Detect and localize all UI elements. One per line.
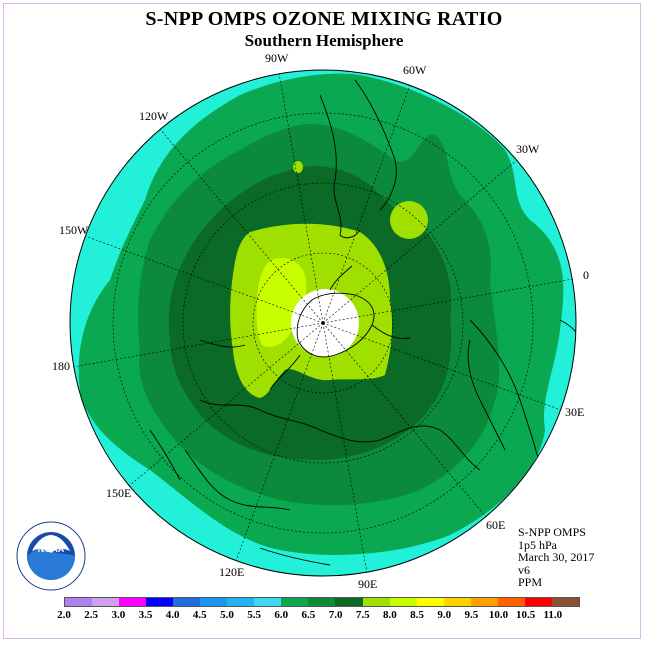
lon-label-90w: 90W: [265, 51, 289, 65]
logo-text: NOAA: [38, 544, 65, 554]
colorbar-tick-label: 10.0: [488, 609, 509, 621]
band-7-5-8-0-patch: [390, 201, 428, 239]
graticule: [112, 112, 534, 534]
lon-label-60w: 60W: [403, 63, 427, 77]
colorbar-tick-label: 4.5: [192, 609, 207, 621]
colorbar-swatch: [416, 598, 444, 606]
lon-label-30w: 30W: [516, 142, 540, 156]
info-block: S-NPP OMPS 1p5 hPa March 30, 2017 v6 PPM: [518, 526, 594, 589]
lon-label-150w: 150W: [59, 223, 89, 237]
colorbar-tick-label: 8.0: [383, 609, 397, 621]
colorbar-swatch: [173, 598, 201, 606]
colorbar-swatch: [119, 598, 147, 606]
colorbar-tick-label: 6.0: [274, 609, 289, 621]
page-frame: [3, 3, 641, 639]
lon-label-150e: 150E: [106, 486, 132, 500]
colorbar-tick-label: 9.5: [464, 609, 479, 621]
band-7-5-8-0-spot: [293, 161, 303, 173]
lon-label-0: 0: [583, 268, 589, 282]
colorbar-tick-label: 3.5: [138, 609, 153, 621]
colorbar-tick-label: 10.5: [516, 609, 536, 621]
map-title: S-NPP OMPS OZONE MIXING RATIO: [145, 8, 503, 30]
info-date: March 30, 2017: [518, 550, 595, 564]
colorbar-tick-label: 6.5: [301, 609, 316, 621]
colorbar-swatch: [524, 598, 552, 606]
colorbar-swatch: [308, 598, 336, 606]
colorbar-tick-label: 9.0: [437, 609, 452, 621]
lon-label-120w: 120W: [139, 109, 169, 123]
colorbar-swatch: [335, 598, 363, 606]
lon-label-120e: 120E: [219, 565, 245, 579]
info-pressure: 1p5 hPa: [518, 537, 557, 552]
colorbar-swatch: [470, 598, 498, 606]
colorbar-swatch: [551, 598, 579, 606]
map-subtitle: Southern Hemisphere: [244, 31, 404, 50]
colorbar-swatch: [92, 598, 120, 606]
colorbar-swatch: [227, 598, 255, 606]
colorbar-tick-label: 2.0: [57, 609, 71, 621]
colorbar-tick-label: 8.5: [410, 609, 424, 621]
colorbar-swatch: [443, 598, 471, 606]
lon-label-90e: 90E: [358, 577, 378, 591]
colorbar: [64, 597, 580, 607]
colorbar-tick-label: 4.0: [165, 609, 180, 621]
colorbar-tick-label: 3.0: [111, 609, 126, 621]
colorbar-swatch: [254, 598, 282, 606]
colorbar-tick-label: 2.5: [84, 609, 99, 621]
colorbar-swatch: [65, 598, 93, 606]
colorbar-swatch: [281, 598, 309, 606]
lon-label-30e: 30E: [565, 405, 585, 419]
colorbar-tick-label: 7.0: [328, 609, 343, 621]
south-pole-marker: [321, 321, 325, 325]
noaa-logo: NOAA: [16, 521, 86, 591]
ozone-field: [70, 70, 576, 576]
map-boundary: [69, 69, 577, 577]
colorbar-swatch: [389, 598, 417, 606]
colorbar-tick-label: 5.0: [220, 609, 234, 621]
info-version: v6: [518, 562, 530, 577]
info-instrument: S-NPP OMPS: [518, 525, 586, 539]
polar-missing-data: [291, 289, 359, 357]
colorbar-swatch: [146, 598, 174, 606]
lon-label-60e: 60E: [486, 518, 506, 532]
colorbar-ticks: 2.0 2.5 3.0 3.5 4.0 4.5 5.0 5.5 6.0 6.5 7.0 7.5 8.0 8…: [0, 609, 648, 623]
colorbar-swatch: [362, 598, 390, 606]
colorbar-tick-label: 11.0: [543, 609, 563, 621]
info-units: PPM: [518, 575, 543, 589]
colorbar-swatch: [200, 598, 228, 606]
colorbar-tick-label: 5.5: [247, 609, 261, 621]
lon-label-180: 180: [52, 359, 70, 373]
colorbar-tick-label: 7.5: [355, 609, 370, 621]
colorbar-swatch: [497, 598, 525, 606]
